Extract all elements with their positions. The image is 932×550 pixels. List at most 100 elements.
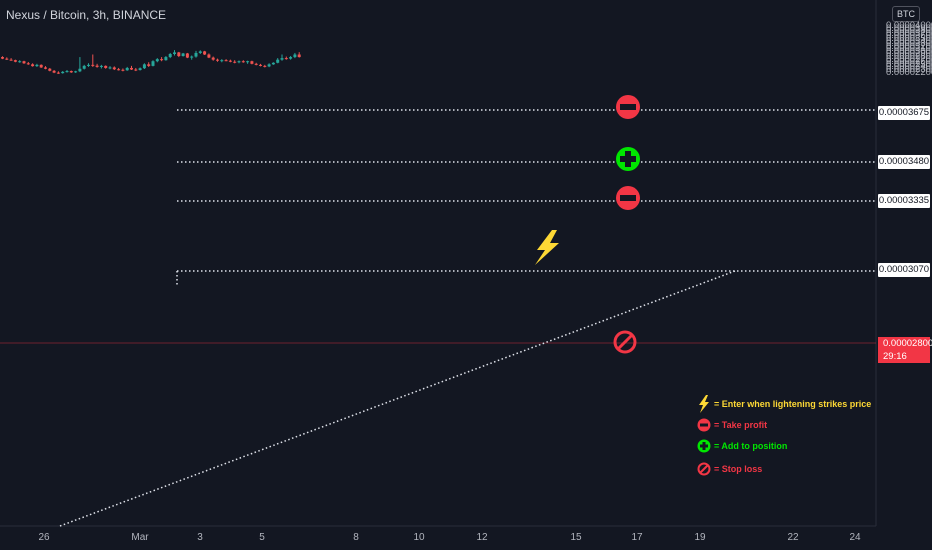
price-tick-label: 0.00002800 <box>886 51 932 63</box>
candle-up <box>138 68 142 71</box>
candle-down <box>147 64 151 66</box>
candle-down <box>112 67 116 70</box>
price-tick-label: 0.00002300 <box>886 64 932 76</box>
candle-up <box>246 61 250 63</box>
candle-up <box>125 67 129 71</box>
level-label-take-profit-upper: 0.00003675 <box>878 106 930 120</box>
take-profit-upper-icon <box>616 95 640 119</box>
candle-down <box>228 60 232 62</box>
candle-down <box>216 59 219 61</box>
time-tick-label: 17 <box>631 532 643 543</box>
candle-up <box>173 52 176 54</box>
take-profit-lower-icon <box>616 186 640 210</box>
price-tick-label: 0.00002700 <box>886 53 932 65</box>
stop-loss-icon <box>613 330 637 354</box>
candle-down <box>13 60 17 62</box>
current-price-label: 0.00002800 29:16 <box>878 337 932 363</box>
add-position-icon <box>616 147 640 171</box>
price-tick-label: 0.00003200 <box>886 40 932 52</box>
candle-down <box>1 57 4 59</box>
candle-down <box>224 60 228 62</box>
candle-down <box>121 69 125 71</box>
candle-down <box>177 52 181 57</box>
legend-text-add: = Add to position <box>714 441 788 451</box>
price-tick-label: 0.00003400 <box>886 35 932 47</box>
candle-down <box>297 54 301 58</box>
time-tick-label: 15 <box>570 532 582 543</box>
price-tick-label: 0.00003700 <box>886 27 932 39</box>
candle-down <box>233 61 237 63</box>
candle-up <box>181 53 185 57</box>
price-tick-label: 0.00002900 <box>886 48 932 60</box>
candle-up <box>82 65 86 69</box>
candle-down <box>104 65 108 68</box>
time-tick-label: 10 <box>413 532 425 543</box>
time-tick-label: 12 <box>476 532 488 543</box>
candle-down <box>69 71 73 73</box>
candle-down <box>117 69 121 71</box>
minus-circle-icon <box>697 418 711 432</box>
candle-down <box>211 57 215 60</box>
candle-down <box>254 63 258 65</box>
time-tick-label: 26 <box>38 532 50 543</box>
candle-up <box>280 58 284 60</box>
price-tick-label: 0.00004000 <box>886 20 932 31</box>
price-tick-label: 0.00003900 <box>886 22 932 34</box>
candle-down <box>185 53 189 58</box>
price-tick-label: 0.00003300 <box>886 38 932 50</box>
candle-up <box>237 61 241 63</box>
candle-down <box>56 72 60 74</box>
time-tick-label: 5 <box>259 532 265 543</box>
ascending-trendline[interactable] <box>59 270 736 527</box>
level-label-breakout: 0.00003070 <box>878 263 930 277</box>
bar-countdown: 29:16 <box>883 351 907 362</box>
price-tick-label: 0.00002200 <box>886 66 932 78</box>
candle-down <box>250 61 254 64</box>
price-tick-label: 0.00003800 <box>886 25 932 37</box>
candle-up <box>190 56 194 58</box>
candle-up <box>99 65 103 67</box>
candle-down <box>130 67 133 70</box>
candle-down <box>39 64 43 68</box>
candle-down <box>203 51 207 55</box>
price-tick-label: 0.00003000 <box>886 45 932 57</box>
time-tick-label: 22 <box>787 532 799 543</box>
current-price-value: 0.00002800 <box>883 338 932 349</box>
level-label-add-position: 0.00003480 <box>878 155 930 169</box>
stop-icon <box>697 462 711 476</box>
candle-up <box>74 71 78 73</box>
candle-up <box>220 60 224 62</box>
legend-item-take-profit: = Take profit <box>697 416 767 434</box>
candle-down <box>48 68 52 71</box>
price-tick-label: 0.00002600 <box>886 56 932 68</box>
candle-down <box>134 69 138 71</box>
candle-up <box>293 54 297 58</box>
time-tick-label: 3 <box>197 532 203 543</box>
plus-circle-icon <box>697 439 711 453</box>
candle-down <box>160 59 164 61</box>
time-tick-label: 24 <box>849 532 861 543</box>
currency-badge[interactable]: BTC <box>892 6 920 22</box>
candle-up <box>108 67 112 69</box>
chart-title: Nexus / Bitcoin, 3h, BINANCE <box>6 8 167 22</box>
legend-item-add: = Add to position <box>697 437 787 455</box>
candle-up <box>194 52 198 57</box>
price-tick-label: 0.00002400 <box>886 61 932 73</box>
candle-up <box>61 71 65 74</box>
price-tick-label: 0.00002500 <box>886 58 932 70</box>
candle-down <box>31 64 35 67</box>
candle-up <box>267 64 271 67</box>
candle-down <box>284 58 288 60</box>
legend-text-stop: = Stop loss <box>714 464 763 474</box>
legend-item-enter: = Enter when lightening strikes price <box>697 395 871 413</box>
candle-down <box>22 61 26 64</box>
candle-down <box>263 65 267 67</box>
candle-down <box>91 64 95 66</box>
candle-down <box>26 63 30 65</box>
candle-down <box>241 61 245 63</box>
candle-down <box>44 67 47 69</box>
candle-up <box>168 53 172 58</box>
candle-down <box>207 54 211 58</box>
candle-down <box>9 59 13 61</box>
